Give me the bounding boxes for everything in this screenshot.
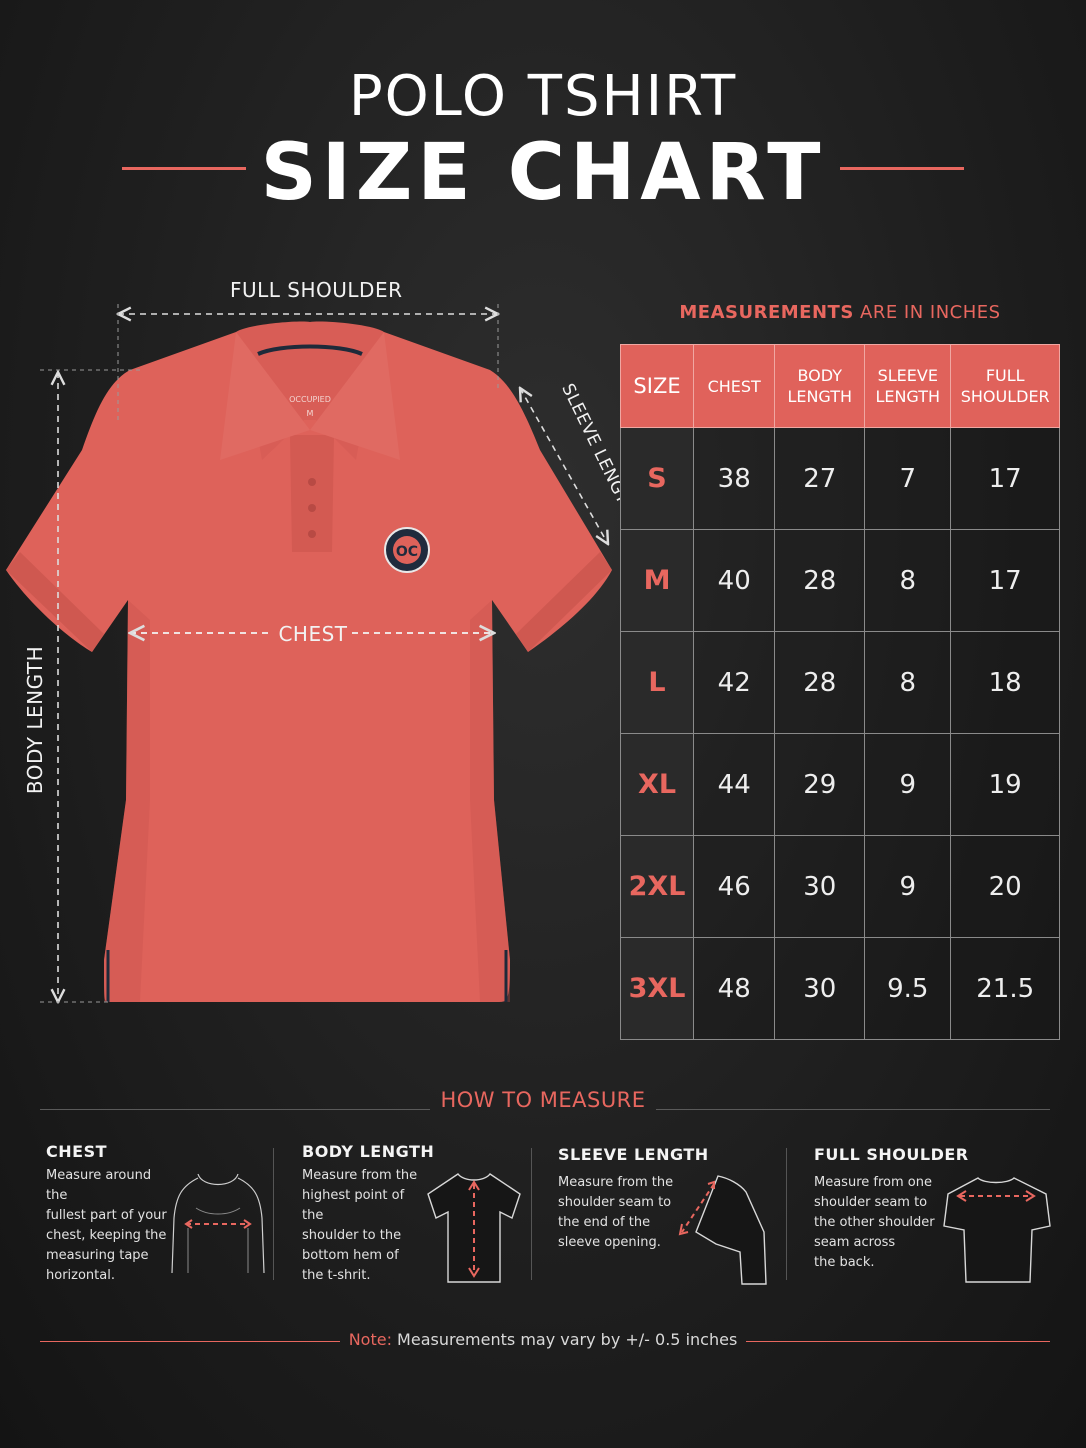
body-length-label: BODY LENGTH xyxy=(23,645,47,795)
badge-icon: OC xyxy=(384,527,430,573)
body-length-cell: 28 xyxy=(774,529,866,632)
full-shoulder-cell: 18 xyxy=(950,631,1060,734)
body-length-cell: 30 xyxy=(774,835,866,938)
step-body-length-title: BODY LENGTH xyxy=(302,1142,435,1161)
full-shoulder-cell: 19 xyxy=(950,733,1060,836)
chest-cell: 40 xyxy=(693,529,776,632)
body-length-cell: 29 xyxy=(774,733,866,836)
full-shoulder-label: FULL SHOULDER xyxy=(230,278,403,302)
sleeve-length-measure-icon xyxy=(678,1175,767,1285)
size-cell: L xyxy=(619,631,695,734)
sleeve-length-cell: 9.5 xyxy=(864,937,952,1040)
step-divider xyxy=(531,1148,532,1280)
table-row: XL 44 29 9 19 xyxy=(619,733,1060,836)
chest-measure-icon xyxy=(171,1173,265,1274)
page-title: SIZE CHART xyxy=(260,128,826,218)
step-divider xyxy=(786,1148,787,1280)
step-divider xyxy=(273,1148,274,1280)
how-to-measure-title: HOW TO MEASURE xyxy=(440,1088,646,1112)
badge-text: OC xyxy=(396,544,418,560)
body-length-cell: 27 xyxy=(774,427,866,530)
section-rule-right xyxy=(656,1109,1050,1110)
size-cell: 3XL xyxy=(619,937,695,1040)
sleeve-length-cell: 9 xyxy=(864,733,952,836)
step-body-length-text: Measure from the highest point of the shou… xyxy=(302,1168,418,1283)
table-row: 3XL 48 30 9.5 21.5 xyxy=(619,937,1060,1040)
sleeve-length-arrow xyxy=(520,388,608,544)
sleeve-length-cell: 7 xyxy=(864,427,952,530)
step-full-shoulder-title: FULL SHOULDER xyxy=(814,1145,969,1164)
collar-brand: OCCUPIED xyxy=(289,395,331,404)
chest-cell: 46 xyxy=(693,835,776,938)
note-label: Note: xyxy=(348,1330,392,1349)
header-sleeve-length: SLEEVE LENGTH xyxy=(864,344,952,428)
title-rule-left xyxy=(122,167,246,170)
full-shoulder-cell: 17 xyxy=(950,529,1060,632)
section-rule-left xyxy=(40,1109,430,1110)
table-row: 2XL 46 30 9 20 xyxy=(619,835,1060,938)
body-length-cell: 28 xyxy=(774,631,866,734)
chest-cell: 42 xyxy=(693,631,776,734)
chest-cell: 48 xyxy=(693,937,776,1040)
collar-size: M xyxy=(307,409,314,418)
full-shoulder-measure-icon xyxy=(943,1177,1051,1283)
body-length-measure-icon xyxy=(427,1173,521,1283)
table-row: S 38 27 7 17 xyxy=(619,427,1060,530)
size-table: SIZE CHEST BODY LENGTH SLEEVE LENGTH FUL… xyxy=(619,344,1060,1040)
header-chest: CHEST xyxy=(693,344,776,428)
sleeve-length-cell: 9 xyxy=(864,835,952,938)
note-rule-right xyxy=(746,1341,1050,1342)
note-text: Measurements may vary by +/- 0.5 inches xyxy=(391,1330,738,1349)
table-row: L 42 28 8 18 xyxy=(619,631,1060,734)
sleeve-length-cell: 8 xyxy=(864,529,952,632)
step-full-shoulder-text: Measure from one shoulder seam to the othe… xyxy=(814,1175,935,1270)
chest-cell: 44 xyxy=(693,733,776,836)
chest-cell: 38 xyxy=(693,427,776,530)
shirt-body xyxy=(6,332,612,1002)
full-shoulder-cell: 20 xyxy=(950,835,1060,938)
note-rule-left xyxy=(40,1341,340,1342)
step-chest-text: Measure around the fullest part of your ch… xyxy=(46,1168,167,1283)
measurements-caption-bold: MEASUREMENTS xyxy=(679,302,854,323)
polo-shirt-diagram: OCCUPIED M OC xyxy=(6,304,612,1040)
step-sleeve-length-title: SLEEVE LENGTH xyxy=(558,1145,709,1164)
body-length-cell: 30 xyxy=(774,937,866,1040)
footer-note: Note: Measurements may vary by +/- 0.5 i… xyxy=(0,1330,1086,1349)
sleeve-length-cell: 8 xyxy=(864,631,952,734)
step-sleeve-length-text: Measure from the shoulder seam to the end … xyxy=(558,1175,674,1250)
table-header-row: SIZE CHEST BODY LENGTH SLEEVE LENGTH FUL… xyxy=(619,344,1060,428)
measurements-caption-rest: ARE IN INCHES xyxy=(853,302,1001,323)
size-cell: S xyxy=(619,427,695,530)
step-chest-title: CHEST xyxy=(46,1142,107,1161)
size-cell: XL xyxy=(619,733,695,836)
table-row: M 40 28 8 17 xyxy=(619,529,1060,632)
full-shoulder-cell: 17 xyxy=(950,427,1060,530)
header-size: SIZE xyxy=(619,344,695,428)
header-full-shoulder: FULL SHOULDER xyxy=(950,344,1060,428)
chest-label: CHEST xyxy=(278,622,348,646)
measurements-caption: MEASUREMENTS ARE IN INCHES xyxy=(620,302,1060,323)
title-rule-right xyxy=(840,167,964,170)
size-cell: 2XL xyxy=(619,835,695,938)
size-cell: M xyxy=(619,529,695,632)
header-body-length: BODY LENGTH xyxy=(774,344,866,428)
full-shoulder-cell: 21.5 xyxy=(950,937,1060,1040)
title-line1: POLO TSHIRT xyxy=(348,64,738,129)
